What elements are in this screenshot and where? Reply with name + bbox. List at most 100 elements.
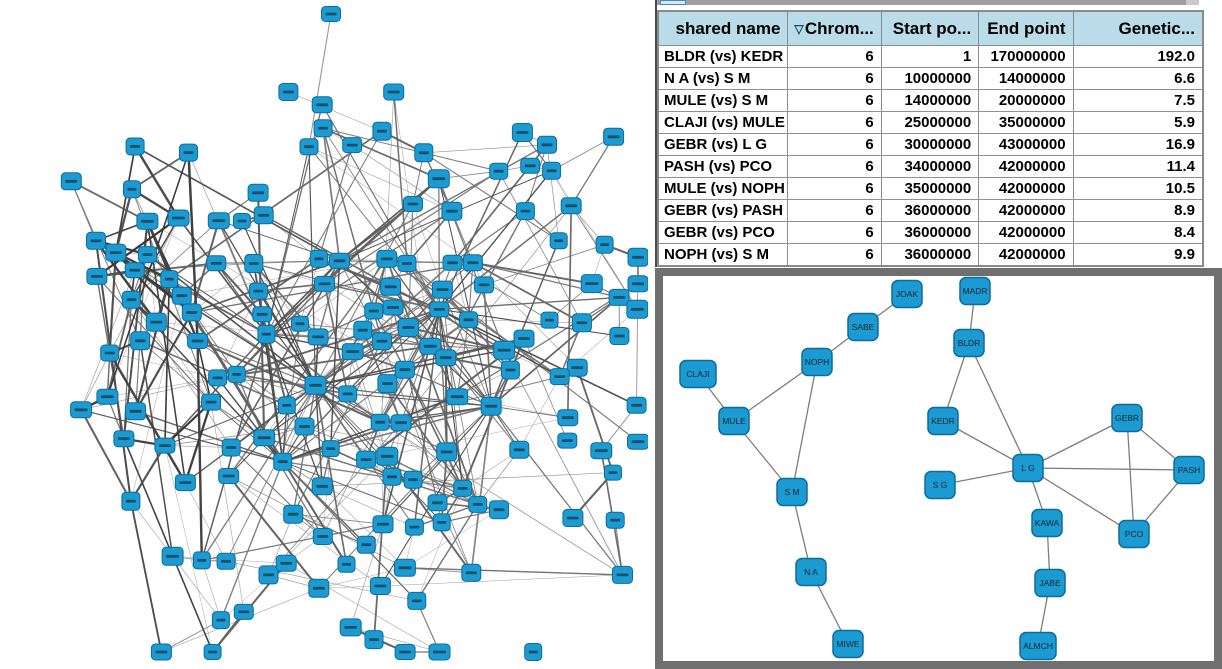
cell-chromosome[interactable]: 6	[787, 133, 882, 156]
cell-end-point[interactable]: 170000000	[978, 45, 1074, 68]
network-node[interactable]	[356, 535, 376, 554]
network-node[interactable]	[520, 157, 541, 174]
cell-shared-name[interactable]: BLDR (vs) KEDR	[657, 45, 789, 68]
cell-genetic[interactable]: 8.4	[1072, 221, 1204, 244]
cell-start-position[interactable]: 36000000	[880, 199, 980, 222]
cell-start-position[interactable]: 10000000	[880, 67, 980, 90]
cell-chromosome[interactable]: 6	[787, 199, 882, 222]
network-node[interactable]	[432, 513, 451, 532]
network-node[interactable]	[383, 83, 405, 101]
network-node[interactable]	[130, 331, 151, 351]
network-node[interactable]	[221, 438, 241, 457]
network-node[interactable]: BLDR	[953, 328, 985, 358]
network-node[interactable]	[436, 442, 458, 462]
network-node[interactable]	[382, 467, 402, 486]
network-node[interactable]	[427, 494, 448, 512]
network-node[interactable]	[380, 277, 402, 296]
network-node[interactable]: JOAK	[891, 279, 923, 309]
network-node[interactable]	[321, 440, 340, 458]
network-node[interactable]	[442, 254, 463, 271]
cell-shared-name[interactable]: GEBR (vs) L G	[657, 133, 789, 156]
network-node[interactable]	[174, 474, 196, 492]
network-node[interactable]	[604, 464, 622, 481]
cell-start-position[interactable]: 30000000	[880, 133, 980, 156]
network-node[interactable]: PCO	[1118, 519, 1150, 549]
network-node[interactable]	[113, 430, 135, 448]
network-node[interactable]: L G	[1012, 453, 1044, 483]
cell-genetic[interactable]: 8.9	[1072, 199, 1204, 222]
network-node[interactable]: JABE	[1034, 568, 1066, 598]
network-node[interactable]	[311, 96, 333, 114]
network-edge[interactable]	[1126, 417, 1135, 535]
network-node[interactable]	[364, 630, 384, 650]
network-node[interactable]	[627, 247, 648, 267]
network-node[interactable]	[609, 327, 630, 345]
column-header-end-point[interactable]: End point	[978, 10, 1074, 46]
network-node[interactable]	[248, 282, 268, 300]
network-node[interactable]	[105, 243, 127, 262]
network-node[interactable]: S G	[924, 470, 956, 500]
network-node[interactable]	[468, 495, 488, 513]
network-node[interactable]	[571, 313, 592, 333]
network-node[interactable]	[253, 429, 276, 447]
cell-shared-name[interactable]: CLAJI (vs) MULE	[657, 111, 789, 134]
network-node[interactable]	[376, 249, 398, 268]
network-node[interactable]	[549, 232, 568, 250]
network-node[interactable]	[419, 337, 442, 355]
cell-start-position[interactable]: 25000000	[880, 111, 980, 134]
network-node[interactable]: KEDR	[927, 406, 959, 436]
network-node[interactable]	[364, 302, 384, 320]
network-node[interactable]	[353, 320, 373, 340]
network-node[interactable]	[382, 299, 404, 316]
network-node[interactable]	[314, 275, 335, 292]
network-node[interactable]	[557, 409, 579, 427]
network-node[interactable]	[500, 360, 520, 380]
network-node[interactable]	[167, 209, 190, 227]
network-node[interactable]	[211, 611, 230, 630]
network-node[interactable]	[294, 417, 315, 436]
cell-shared-name[interactable]: N A (vs) S M	[657, 67, 789, 90]
network-node[interactable]	[311, 477, 333, 496]
network-node[interactable]	[161, 546, 184, 566]
network-node[interactable]	[244, 254, 264, 273]
hscroll-thumb[interactable]	[660, 0, 686, 5]
network-node[interactable]	[321, 6, 341, 22]
network-node[interactable]	[627, 433, 649, 450]
cell-end-point[interactable]: 42000000	[978, 177, 1074, 200]
network-node[interactable]	[150, 643, 172, 661]
network-node[interactable]	[394, 644, 416, 660]
network-node[interactable]	[179, 143, 198, 162]
network-node[interactable]	[154, 437, 176, 454]
network-node[interactable]	[181, 303, 202, 322]
network-node[interactable]	[524, 643, 543, 661]
cell-shared-name[interactable]: PASH (vs) PCO	[657, 155, 789, 178]
network-node[interactable]	[216, 552, 236, 570]
cell-genetic[interactable]: 10.5	[1072, 177, 1204, 200]
network-node[interactable]	[307, 328, 329, 346]
network-node[interactable]: SABE	[847, 312, 879, 342]
network-edge[interactable]	[1027, 417, 1128, 469]
cell-start-position[interactable]: 34000000	[880, 155, 980, 178]
network-node[interactable]	[590, 442, 613, 460]
network-node[interactable]	[549, 368, 570, 386]
network-node[interactable]	[493, 340, 516, 360]
cell-start-position[interactable]: 36000000	[880, 221, 980, 244]
cell-shared-name[interactable]: NOPH (vs) S M	[657, 243, 789, 267]
network-node[interactable]	[474, 276, 494, 294]
network-node[interactable]	[227, 365, 246, 383]
network-node[interactable]	[299, 138, 319, 156]
network-node[interactable]	[394, 360, 415, 379]
network-node[interactable]	[100, 344, 120, 362]
network-node[interactable]	[291, 315, 309, 332]
network-node[interactable]	[480, 396, 502, 416]
network-node[interactable]	[459, 311, 479, 329]
network-node[interactable]	[446, 388, 469, 406]
network-node[interactable]	[404, 518, 424, 536]
overview-network-canvas[interactable]	[0, 0, 648, 669]
network-node[interactable]	[277, 396, 296, 415]
network-node[interactable]	[338, 385, 358, 403]
network-node[interactable]	[60, 172, 82, 191]
network-node[interactable]	[371, 332, 392, 351]
network-node[interactable]	[136, 212, 159, 230]
network-node[interactable]: KAWA	[1031, 508, 1063, 538]
